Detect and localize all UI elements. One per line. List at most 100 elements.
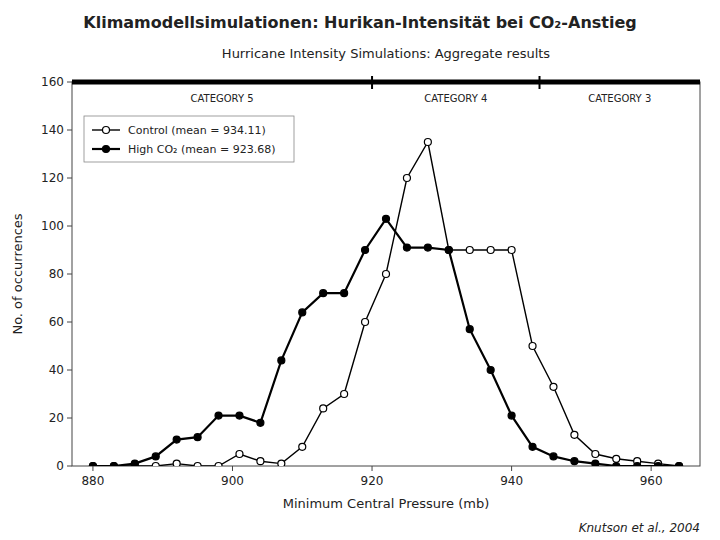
series-point [676, 463, 683, 467]
series-point [655, 463, 662, 467]
chart: Klimamodellsimulationen: Hurikan-Intensi… [0, 0, 720, 540]
series-point [257, 419, 264, 426]
series-point [550, 383, 557, 390]
category-label: CATEGORY 3 [588, 93, 651, 104]
series-point [403, 244, 410, 251]
category-bar: CATEGORY 5CATEGORY 4CATEGORY 3 [72, 76, 700, 104]
series-point [236, 412, 243, 419]
series-point [362, 319, 369, 326]
category-boundary [539, 76, 541, 89]
series-point [320, 290, 327, 297]
series-point [173, 460, 180, 466]
y-tick-label: 40 [49, 363, 64, 377]
category-boundary [371, 76, 373, 89]
legend-box [84, 116, 294, 162]
series-point [383, 215, 390, 222]
series-point [383, 271, 390, 278]
series-point [152, 453, 159, 460]
x-tick-label: 920 [361, 474, 384, 488]
source: Knutson et al., 2004 [579, 521, 700, 535]
series-point [508, 247, 515, 254]
series [89, 139, 682, 467]
series-line [93, 142, 679, 466]
series-point [571, 431, 578, 438]
x-axis-label: Minimum Central Pressure (mb) [283, 496, 490, 511]
subtitle: Hurricane Intensity Simulations: Aggrega… [222, 46, 550, 61]
y-tick-label: 20 [49, 411, 64, 425]
series-point [341, 391, 348, 398]
series-point [320, 405, 327, 412]
series-point [110, 463, 117, 467]
plot-frame [72, 82, 700, 466]
y-tick [67, 82, 72, 83]
x-tick-label: 880 [81, 474, 104, 488]
x-tick-label: 960 [640, 474, 663, 488]
series-point [278, 357, 285, 364]
x-tick [372, 466, 373, 471]
series-point [613, 463, 620, 467]
series-point [571, 458, 578, 465]
series-point [110, 463, 117, 467]
series-point [236, 451, 243, 458]
series-point [89, 463, 96, 467]
y-tick [67, 370, 72, 371]
series-point [676, 463, 683, 467]
y-tick [67, 274, 72, 275]
legend-label: Control (mean = 934.11) [128, 124, 266, 137]
series-point [445, 247, 452, 254]
legend: Control (mean = 934.11) High CO₂ (mean = … [84, 116, 294, 162]
series-point [341, 290, 348, 297]
y-tick-label: 100 [41, 219, 64, 233]
series-point [152, 463, 159, 467]
series-point [299, 309, 306, 316]
series-point [403, 175, 410, 182]
series-point [299, 443, 306, 450]
y-tick-label: 120 [41, 171, 64, 185]
category-label: CATEGORY 4 [424, 93, 487, 104]
x-tick [92, 466, 93, 471]
x-tick-label: 900 [221, 474, 244, 488]
y-tick-label: 80 [49, 267, 64, 281]
series-point [508, 412, 515, 419]
y-tick-label: 60 [49, 315, 64, 329]
category-bar-line [72, 80, 700, 85]
y-tick [67, 322, 72, 323]
x-tick-label: 940 [500, 474, 523, 488]
series-point [529, 443, 536, 450]
x-tick [232, 466, 233, 471]
series-point [278, 460, 285, 466]
y-tick [67, 418, 72, 419]
series-point [194, 434, 201, 441]
series-point [257, 458, 264, 465]
x-axis: 880 900 920 940 960 Minimum Central Pressure … [81, 466, 662, 511]
series-point [173, 436, 180, 443]
series-point [529, 343, 536, 350]
legend-marker [103, 146, 110, 153]
series-point [613, 455, 620, 462]
series-point [466, 326, 473, 333]
y-tick [67, 226, 72, 227]
series-point [362, 247, 369, 254]
series-line [93, 219, 679, 466]
series-point [445, 247, 452, 254]
legend-marker [103, 127, 110, 134]
series-point [131, 460, 138, 466]
series-point [550, 453, 557, 460]
y-tick [67, 178, 72, 179]
series-point [466, 247, 473, 254]
y-axis-label: No. of occurrences [10, 213, 25, 334]
x-tick [511, 466, 512, 471]
series-point [215, 412, 222, 419]
plot-data [89, 139, 682, 467]
series-point [424, 139, 431, 146]
series-point [592, 460, 599, 466]
series-point [215, 463, 222, 467]
x-tick [651, 466, 652, 471]
y-axis: 020406080100120140160No. of occurrences [10, 75, 72, 473]
series-point [592, 451, 599, 458]
series-point [194, 463, 201, 467]
series-point [89, 463, 96, 467]
series-point [487, 247, 494, 254]
legend-label: High CO₂ (mean = 923.68) [128, 143, 276, 156]
y-tick [67, 466, 72, 467]
